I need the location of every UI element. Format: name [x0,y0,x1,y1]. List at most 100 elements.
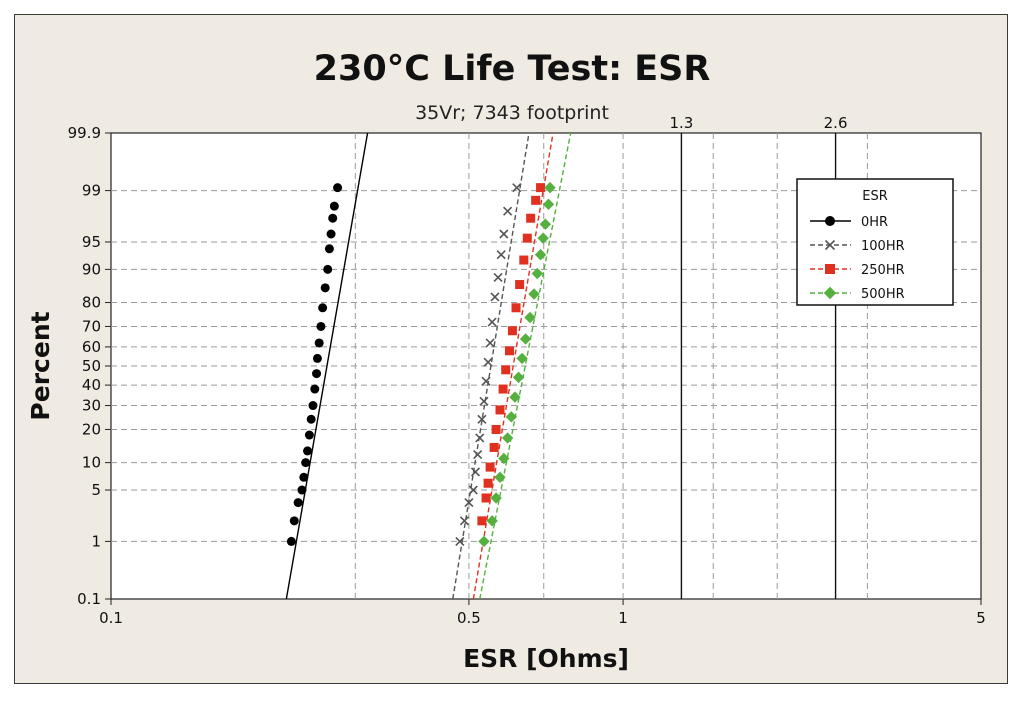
y-tick-label-10: 10 [82,454,101,472]
legend-title: ESR [862,189,888,204]
legend-label-250hr: 250HR [861,263,905,278]
data-point-500hr-18 [544,181,556,194]
data-point-0hr-8 [306,414,316,424]
data-point-100hr-9 [481,376,491,386]
data-point-500hr-0 [478,535,490,548]
data-point-0hr-2 [293,498,303,508]
data-point-500hr-3 [494,471,506,483]
y-tick-label-90: 90 [82,260,101,278]
y-tick-label-5: 5 [91,481,101,499]
x-axis-label: ESR [Ohms] [463,644,629,673]
data-point-100hr-6 [475,433,485,443]
data-point-0hr-6 [303,446,313,456]
data-point-500hr-6 [505,411,518,423]
legend-marker-250hr [825,264,835,274]
data-point-500hr-12 [528,288,540,300]
data-point-100hr-2 [464,498,474,508]
data-point-250hr-3 [485,462,495,472]
data-point-250hr-7 [498,384,508,394]
chart-frame: 0.1 1 5 10 20 30 40 50 60 70 80 90 95 99 99.9 0.1 0.5 1 5 1… [14,14,1008,684]
data-point-0hr-1 [289,516,299,526]
data-point-0hr-15 [318,303,328,313]
data-point-500hr-5 [501,432,514,444]
data-point-0hr-10 [310,384,320,394]
legend-marker-100hr [824,239,836,251]
legend-items: 0HR 100HR 250HR 500HR [810,215,905,302]
data-point-500hr-10 [519,333,532,345]
data-point-0hr-12 [312,353,322,363]
data-point-0hr-21 [329,201,339,211]
data-point-250hr-11 [511,303,521,313]
y-tick-label-40: 40 [82,376,101,394]
data-point-250hr-10 [507,326,517,336]
data-point-0hr-0 [286,536,296,546]
y-tick-label-70: 70 [82,317,101,335]
data-point-100hr-13 [490,292,500,302]
y-tick-label-99-9: 99.9 [68,124,101,142]
legend-box [796,178,954,306]
data-point-500hr-14 [534,249,547,261]
data-point-500hr-17 [542,198,555,211]
data-point-0hr-9 [308,401,318,411]
data-point-100hr-10 [483,357,493,367]
data-point-100hr-18 [512,183,522,193]
x-tick-label-0-5: 0.5 [457,609,481,627]
data-point-250hr-4 [489,442,499,452]
data-point-250hr-0 [477,516,487,526]
data-point-0hr-11 [312,369,322,379]
data-point-100hr-5 [473,450,483,460]
legend-marker-0hr [825,216,835,226]
data-point-250hr-16 [531,195,541,205]
data-point-100hr-15 [496,250,506,260]
y-tick-label-80: 80 [82,294,101,312]
legend: ESR 0HR 100HR 250HR 500HR [796,178,954,306]
data-point-100hr-3 [468,485,478,495]
y-tick-label-1: 1 [91,532,101,550]
data-point-100hr-7 [477,414,487,424]
reference-label-1-3: 1.3 [669,114,693,132]
data-point-100hr-8 [479,396,489,406]
legend-label-500hr: 500HR [861,287,905,302]
fit-line-250hr [472,133,554,599]
data-point-500hr-9 [516,352,528,365]
data-point-500hr-15 [537,232,549,244]
data-point-500hr-2 [490,492,502,504]
data-point-250hr-2 [483,478,493,488]
legend-label-0hr: 0HR [861,215,888,230]
data-point-250hr-9 [504,346,514,356]
data-point-0hr-13 [314,338,324,348]
data-point-500hr-1 [486,515,498,527]
data-point-250hr-15 [526,213,536,223]
data-point-0hr-4 [299,472,309,482]
data-point-250hr-5 [491,424,501,434]
data-points [286,181,556,548]
data-point-0hr-20 [328,213,338,223]
data-point-100hr-0 [455,536,465,546]
data-point-500hr-13 [531,267,544,280]
data-point-100hr-11 [485,338,495,348]
y-tick-label-99: 99 [82,182,101,200]
y-tick-label-30: 30 [82,397,101,415]
data-point-0hr-16 [320,283,330,293]
y-tick-label-60: 60 [82,338,101,356]
data-point-0hr-18 [324,244,334,254]
data-point-100hr-1 [459,516,469,526]
data-point-250hr-1 [481,493,491,503]
data-point-500hr-11 [524,311,536,324]
data-point-0hr-17 [323,264,333,274]
y-axis-label: Percent [26,311,55,420]
data-point-250hr-8 [501,365,511,375]
data-point-0hr-19 [326,229,336,239]
data-point-500hr-16 [539,218,552,230]
data-point-500hr-4 [498,452,510,465]
chart-title: 230°C Life Test: ESR [314,49,711,89]
data-point-250hr-17 [536,183,546,193]
chart-subtitle: 35Vr; 7343 footprint [415,102,609,124]
data-point-100hr-12 [487,317,497,327]
fit-line-0hr [285,133,369,599]
data-point-250hr-12 [515,280,525,290]
data-point-250hr-13 [519,255,529,265]
data-point-100hr-4 [470,467,481,477]
data-point-100hr-16 [499,229,509,239]
